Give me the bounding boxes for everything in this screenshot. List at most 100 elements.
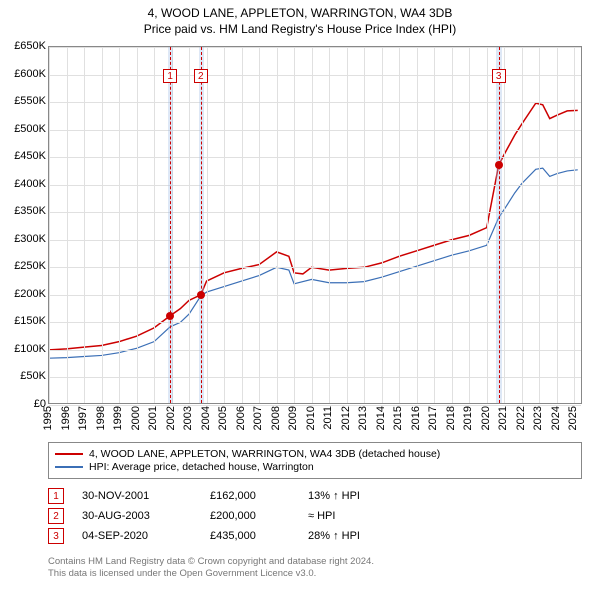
gridline-v <box>574 47 575 403</box>
y-tick-label: £500K <box>2 123 46 135</box>
gridline-v <box>487 47 488 403</box>
chart-title: 4, WOOD LANE, APPLETON, WARRINGTON, WA4 … <box>0 0 600 37</box>
x-tick-label: 2021 <box>497 406 509 430</box>
footer-line1: Contains HM Land Registry data © Crown c… <box>48 556 582 568</box>
footer-line2: This data is licensed under the Open Gov… <box>48 568 582 580</box>
gridline-v <box>312 47 313 403</box>
x-tick-label: 2019 <box>462 406 474 430</box>
y-tick-label: £0 <box>2 398 46 410</box>
footer-attribution: Contains HM Land Registry data © Crown c… <box>48 556 582 580</box>
marker-badge: 2 <box>194 69 208 83</box>
sale-date: 30-NOV-2001 <box>82 490 192 502</box>
gridline-v <box>277 47 278 403</box>
x-tick-label: 2010 <box>305 406 317 430</box>
sale-date: 04-SEP-2020 <box>82 530 192 542</box>
marker-badge: 3 <box>492 69 506 83</box>
x-tick-label: 1997 <box>77 406 89 430</box>
x-tick-label: 1998 <box>95 406 107 430</box>
gridline-v <box>347 47 348 403</box>
x-tick-label: 2012 <box>340 406 352 430</box>
gridline-v <box>189 47 190 403</box>
sales-table: 1 30-NOV-2001 £162,000 13% ↑ HPI 2 30-AU… <box>48 484 582 548</box>
gridline-v <box>399 47 400 403</box>
sale-row: 3 04-SEP-2020 £435,000 28% ↑ HPI <box>48 528 582 544</box>
sale-point <box>495 161 503 169</box>
marker-line <box>170 47 171 403</box>
gridline-v <box>67 47 68 403</box>
gridline-v <box>84 47 85 403</box>
x-tick-label: 2003 <box>182 406 194 430</box>
marker-badge: 1 <box>163 69 177 83</box>
y-tick-label: £50K <box>2 370 46 382</box>
sale-diff: 13% ↑ HPI <box>308 490 360 502</box>
y-tick-label: £450K <box>2 150 46 162</box>
y-tick-label: £100K <box>2 343 46 355</box>
x-tick-label: 2013 <box>357 406 369 430</box>
sale-price: £435,000 <box>210 530 290 542</box>
x-tick-label: 2008 <box>270 406 282 430</box>
y-tick-label: £350K <box>2 205 46 217</box>
legend-label: HPI: Average price, detached house, Warr… <box>89 461 314 473</box>
sale-row: 1 30-NOV-2001 £162,000 13% ↑ HPI <box>48 488 582 504</box>
x-tick-label: 1996 <box>60 406 72 430</box>
x-tick-label: 2014 <box>375 406 387 430</box>
gridline-v <box>119 47 120 403</box>
gridline-v <box>242 47 243 403</box>
y-tick-label: £600K <box>2 68 46 80</box>
gridline-v <box>49 47 50 403</box>
x-tick-label: 2011 <box>322 406 334 430</box>
title-line2: Price paid vs. HM Land Registry's House … <box>0 22 600 38</box>
x-tick-label: 1999 <box>112 406 124 430</box>
gridline-v <box>294 47 295 403</box>
chart-plot-area: 1 2 3 <box>48 46 582 404</box>
y-tick-label: £200K <box>2 288 46 300</box>
legend-swatch <box>55 453 83 455</box>
sale-diff: ≈ HPI <box>308 510 335 522</box>
x-tick-label: 2025 <box>567 406 579 430</box>
marker-line <box>201 47 202 403</box>
gridline-v <box>469 47 470 403</box>
gridline-v <box>539 47 540 403</box>
x-tick-label: 2002 <box>165 406 177 430</box>
marker-line <box>499 47 500 403</box>
x-tick-label: 2024 <box>550 406 562 430</box>
x-tick-label: 2007 <box>252 406 264 430</box>
y-tick-label: £650K <box>2 40 46 52</box>
y-tick-label: £400K <box>2 178 46 190</box>
gridline-v <box>102 47 103 403</box>
gridline-v <box>382 47 383 403</box>
gridline-v <box>259 47 260 403</box>
x-tick-label: 2022 <box>515 406 527 430</box>
gridline-v <box>504 47 505 403</box>
x-tick-label: 2020 <box>480 406 492 430</box>
y-tick-label: £550K <box>2 95 46 107</box>
legend-row: HPI: Average price, detached house, Warr… <box>55 461 575 473</box>
gridline-v <box>557 47 558 403</box>
gridline-v <box>207 47 208 403</box>
legend-row: 4, WOOD LANE, APPLETON, WARRINGTON, WA4 … <box>55 448 575 460</box>
legend-swatch <box>55 466 83 468</box>
sale-point <box>166 312 174 320</box>
sale-price: £200,000 <box>210 510 290 522</box>
x-tick-label: 2023 <box>532 406 544 430</box>
x-tick-label: 2001 <box>147 406 159 430</box>
legend: 4, WOOD LANE, APPLETON, WARRINGTON, WA4 … <box>48 442 582 479</box>
x-tick-label: 2004 <box>200 406 212 430</box>
x-tick-label: 2018 <box>445 406 457 430</box>
gridline-v <box>417 47 418 403</box>
sale-diff: 28% ↑ HPI <box>308 530 360 542</box>
y-tick-label: £150K <box>2 315 46 327</box>
gridline-v <box>224 47 225 403</box>
gridline-v <box>137 47 138 403</box>
gridline-v <box>364 47 365 403</box>
sale-date: 30-AUG-2003 <box>82 510 192 522</box>
x-tick-label: 2006 <box>235 406 247 430</box>
x-tick-label: 2000 <box>130 406 142 430</box>
y-tick-label: £300K <box>2 233 46 245</box>
gridline-v <box>434 47 435 403</box>
gridline-v <box>154 47 155 403</box>
x-tick-label: 2009 <box>287 406 299 430</box>
sale-point <box>197 291 205 299</box>
x-tick-label: 2017 <box>427 406 439 430</box>
sale-row: 2 30-AUG-2003 £200,000 ≈ HPI <box>48 508 582 524</box>
